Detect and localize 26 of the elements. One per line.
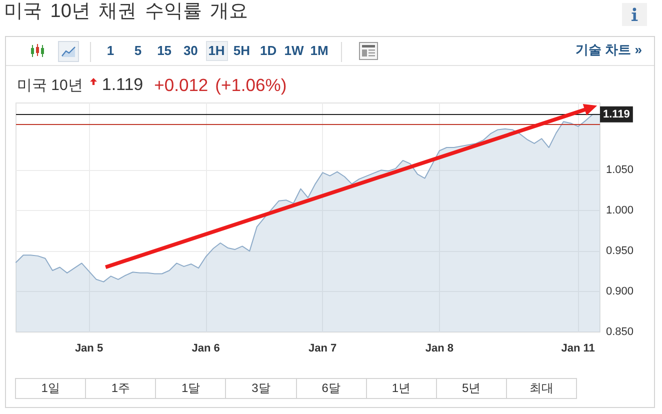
text: 1일 [16,379,86,398]
text: 6달 [296,379,367,398]
y-tick-label: 1.050 [606,164,634,176]
x-tick-label: Jan 11 [561,342,595,354]
y-tick-label: 0.900 [606,286,634,298]
text: (+1.06%) [215,74,287,96]
text: 5년 [436,379,507,398]
text: 1주 [86,379,156,398]
text: 1달 [156,379,226,398]
text: 기술 차트 » [576,41,642,59]
text: 1.119 [102,75,144,95]
text: 1년 [366,379,437,398]
text: +0.012 [154,74,208,96]
text: 최대 [506,379,576,398]
y-tick-label: 1.000 [606,204,634,217]
y-tick-label: 0.850 [606,326,634,338]
text: 3달 [226,379,296,398]
chart-title: 미국 10년 채권 수익률 개요 [4,0,248,23]
ref-line-label: 1.119 [603,108,630,120]
x-tick-label: Jan 6 [192,342,220,354]
x-tick-label: Jan 8 [425,342,454,354]
text: 1 5 15 30 1H 5H 1D 1W 1M [106,43,328,58]
x-tick-label: Jan 7 [308,342,337,354]
x-tick-label: Jan 5 [74,342,104,354]
text: 미국 10년 [17,76,83,94]
y-tick-label: 0.950 [606,245,634,258]
